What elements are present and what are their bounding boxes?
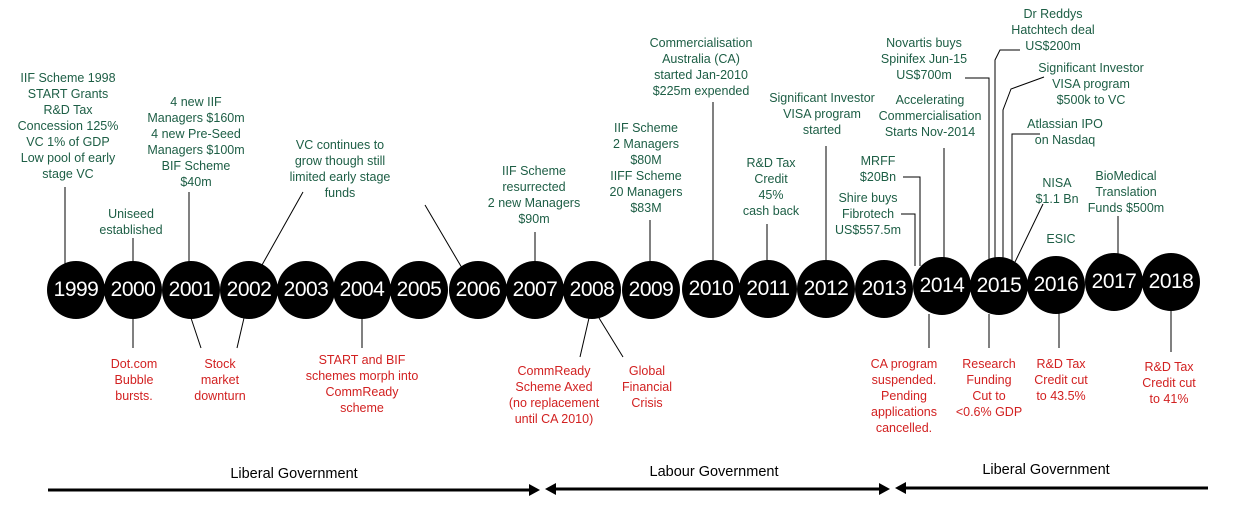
leader-2002-right bbox=[424, 204, 463, 269]
leader-2002-left bbox=[261, 191, 304, 266]
year-circle-2008: 2008 bbox=[563, 261, 621, 319]
event-a2000: Uniseed established bbox=[99, 207, 163, 237]
event-a2010: Commercialisation Australia (CA) started… bbox=[649, 36, 753, 98]
leader-2001-below-b bbox=[236, 317, 245, 349]
year-circle-2003: 2003 bbox=[277, 261, 335, 319]
event-b2015: Research Funding Cut to <0.6% GDP bbox=[955, 357, 1023, 419]
year-circle-2014: 2014 bbox=[913, 257, 971, 315]
event-a-biomed: BioMedical Translation Funds $500m bbox=[1087, 169, 1165, 215]
leader-novartis bbox=[965, 77, 990, 262]
gov-arrowhead-liberal-2 bbox=[895, 482, 906, 494]
year-circle-2012: 2012 bbox=[797, 260, 855, 318]
leader-shire bbox=[901, 213, 916, 266]
year-circle-2017: 2017 bbox=[1085, 253, 1143, 311]
event-b-gfc: Global Financial Crisis bbox=[621, 364, 673, 410]
event-a-esic: ESIC bbox=[1046, 232, 1076, 246]
event-a2001: 4 new IIF Managers $160m 4 new Pre-Seed … bbox=[147, 95, 245, 189]
year-circle-2010: 2010 bbox=[682, 260, 740, 318]
event-b2000: Dot.com Bubble bursts. bbox=[110, 357, 158, 403]
year-circle-2000: 2000 bbox=[104, 261, 162, 319]
event-a-shire: Shire buys Fibrotech US$557.5m bbox=[834, 191, 902, 237]
leader-atlassian bbox=[1011, 133, 1040, 262]
year-circle-2018: 2018 bbox=[1142, 253, 1200, 311]
year-circle-2016: 2016 bbox=[1027, 256, 1085, 314]
year-circle-2007: 2007 bbox=[506, 261, 564, 319]
leader-2001-below-a bbox=[190, 317, 202, 349]
government-label-gov2: Labour Government bbox=[649, 464, 779, 480]
year-circle-2015: 2015 bbox=[970, 257, 1028, 315]
event-a2012: Significant Investor VISA program starte… bbox=[769, 91, 875, 137]
event-a2002: VC continues to grow though still limite… bbox=[289, 138, 391, 200]
event-b2018: R&D Tax Credit cut to 41% bbox=[1142, 360, 1196, 406]
gov-arrowhead-liberal-1 bbox=[529, 484, 540, 496]
year-circle-2006: 2006 bbox=[449, 261, 507, 319]
year-circle-2001: 2001 bbox=[162, 261, 220, 319]
event-a-siv: Significant Investor VISA program $500k … bbox=[1038, 61, 1144, 107]
event-a-novartis: Novartis buys Spinifex Jun-15 US$700m bbox=[880, 36, 968, 82]
event-b2001: Stock market downturn bbox=[194, 357, 246, 403]
event-a1999: IIF Scheme 1998 START Grants R&D Tax Con… bbox=[17, 71, 119, 181]
event-b2004: START and BIF schemes morph into CommRea… bbox=[305, 353, 419, 415]
leader-nisa bbox=[1014, 203, 1044, 263]
leader-commready bbox=[579, 317, 590, 358]
leader-siv bbox=[1002, 76, 1045, 262]
event-a-nisa: NISA $1.1 Bn bbox=[1035, 176, 1079, 206]
year-circle-2002: 2002 bbox=[220, 261, 278, 319]
event-a2007: IIF Scheme resurrected 2 new Managers $9… bbox=[487, 164, 581, 226]
year-circle-1999: 1999 bbox=[47, 261, 105, 319]
leader-reddys bbox=[994, 49, 1020, 262]
government-label-gov3: Liberal Government bbox=[982, 462, 1110, 478]
event-a-atlassian: Atlassian IPO on Nasdaq bbox=[1027, 117, 1103, 147]
year-circle-2013: 2013 bbox=[855, 260, 913, 318]
event-b2014: CA program suspended. Pending applicatio… bbox=[870, 357, 938, 435]
leader-gfc bbox=[598, 317, 624, 358]
event-a-accel: Accelerating Commercialisation Starts No… bbox=[878, 93, 982, 139]
event-a-reddys: Dr Reddys Hatchtech deal US$200m bbox=[1011, 7, 1095, 53]
year-circle-2011: 2011 bbox=[739, 260, 797, 318]
government-label-gov1: Liberal Government bbox=[230, 466, 358, 482]
gov-arrowhead-labour-right bbox=[879, 483, 890, 495]
event-a-mrff: MRFF $20Bn bbox=[859, 154, 897, 184]
gov-arrowhead-labour-left bbox=[545, 483, 556, 495]
event-a2009: IIF Scheme 2 Managers $80M IIFF Scheme 2… bbox=[609, 121, 683, 215]
event-a2011: R&D Tax Credit 45% cash back bbox=[742, 156, 800, 218]
leader-mrff bbox=[903, 176, 921, 266]
year-circle-2009: 2009 bbox=[622, 261, 680, 319]
year-circle-2005: 2005 bbox=[390, 261, 448, 319]
event-b2016: R&D Tax Credit cut to 43.5% bbox=[1034, 357, 1088, 403]
year-circle-2004: 2004 bbox=[333, 261, 391, 319]
event-b-commready: CommReady Scheme Axed (no replacement un… bbox=[508, 364, 600, 426]
